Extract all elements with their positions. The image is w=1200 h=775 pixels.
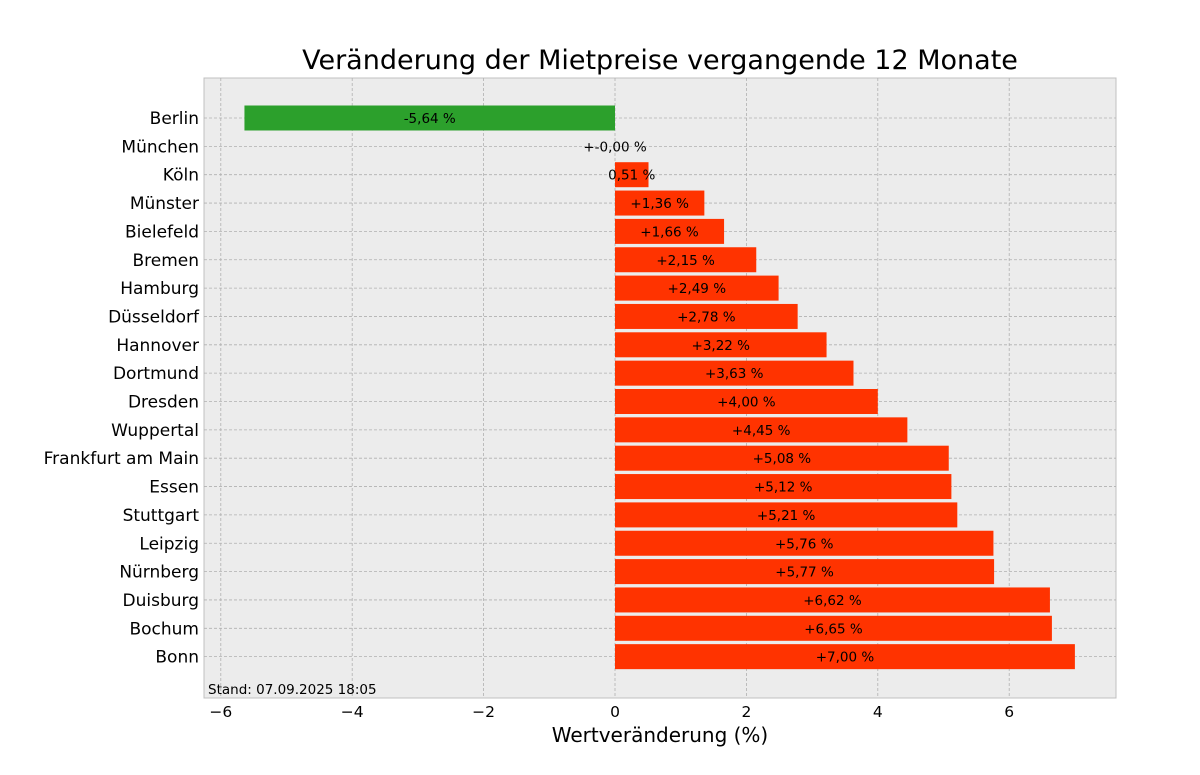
bar (615, 190, 705, 216)
bar (615, 445, 949, 471)
x-tick-label: −4 (341, 703, 364, 721)
data-label: +4,45 % (732, 423, 791, 439)
data-label: +3,22 % (692, 338, 751, 354)
data-label: +5,76 % (775, 536, 834, 552)
bar (615, 502, 958, 528)
y-tick-label: Leipzig (139, 534, 199, 554)
y-tick-label: Wuppertal (111, 421, 199, 441)
y-tick-label: Stuttgart (123, 506, 200, 526)
y-tick-label: Bonn (155, 648, 199, 668)
x-tick-labels: −6 −4 −2 0 2 4 6 (209, 703, 1014, 721)
y-tick-labels: Berlin München Köln Münster Bielefeld Bremen H… (44, 109, 200, 668)
bar (615, 360, 854, 386)
bar (615, 587, 1050, 613)
bar (615, 303, 798, 329)
bar (615, 162, 649, 188)
data-label: +5,12 % (754, 480, 813, 496)
data-label: +2,15 % (656, 253, 715, 269)
x-tick-label: 4 (873, 703, 883, 721)
y-tick-label: Münster (130, 194, 199, 214)
chart-title: Veränderung der Mietpreise vergangende 1… (302, 45, 1018, 76)
y-tick-label: Düsseldorf (108, 307, 200, 327)
data-label: +7,00 % (816, 650, 875, 666)
data-label: +5,21 % (757, 508, 816, 524)
y-tick-label: Hannover (116, 336, 199, 356)
bar (615, 615, 1052, 641)
data-label: +-0,00 % (583, 139, 647, 155)
data-label: -5,64 % (404, 111, 456, 127)
y-tick-label: Berlin (150, 109, 199, 129)
data-label: +3,63 % (705, 366, 764, 382)
data-label: 0,51 % (608, 168, 655, 184)
data-label: +1,66 % (640, 224, 699, 240)
data-labels: -5,64 % +-0,00 % 0,51 % +1,36 % +1,66 % +2,15… (404, 111, 875, 666)
data-label: +2,78 % (677, 309, 736, 325)
y-tick-label: Hamburg (120, 279, 199, 299)
y-tick-label: Essen (149, 478, 199, 498)
data-label: +5,08 % (753, 451, 812, 467)
x-axis-label: Wertveränderung (%) (552, 723, 769, 747)
bar (615, 218, 725, 244)
y-tick-label: Bielefeld (125, 222, 199, 242)
x-tick-label: −6 (209, 703, 232, 721)
bar (615, 644, 1075, 670)
bar (615, 474, 952, 500)
data-label: +1,36 % (630, 196, 689, 212)
data-label: +2,49 % (668, 281, 727, 297)
data-label: +6,65 % (804, 621, 863, 637)
y-tick-label: Frankfurt am Main (44, 449, 199, 469)
y-tick-label: München (121, 137, 199, 157)
bar (615, 559, 995, 585)
data-label: +5,77 % (775, 565, 834, 581)
y-tick-label: Bremen (132, 251, 199, 271)
y-tick-label: Duisburg (123, 591, 200, 611)
data-label: +4,00 % (717, 395, 776, 411)
x-tick-label: 2 (741, 703, 751, 721)
data-label: +6,62 % (803, 593, 862, 609)
bar (615, 275, 779, 301)
bars (244, 105, 1075, 670)
bar (615, 332, 827, 358)
y-tick-label: Dresden (128, 393, 199, 413)
bar (615, 389, 878, 414)
y-tick-label: Köln (163, 166, 199, 186)
x-tick-label: 6 (1004, 703, 1014, 721)
x-tick-label: 0 (610, 703, 620, 721)
bar (244, 105, 615, 131)
x-tick-label: −2 (472, 703, 495, 721)
y-tick-label: Dortmund (113, 364, 199, 384)
timestamp-note: Stand: 07.09.2025 18:05 (208, 682, 377, 698)
y-tick-label: Nürnberg (119, 563, 199, 583)
bar (615, 530, 994, 556)
y-tick-label: Bochum (129, 619, 199, 639)
bar (615, 247, 757, 273)
bar (615, 417, 908, 443)
